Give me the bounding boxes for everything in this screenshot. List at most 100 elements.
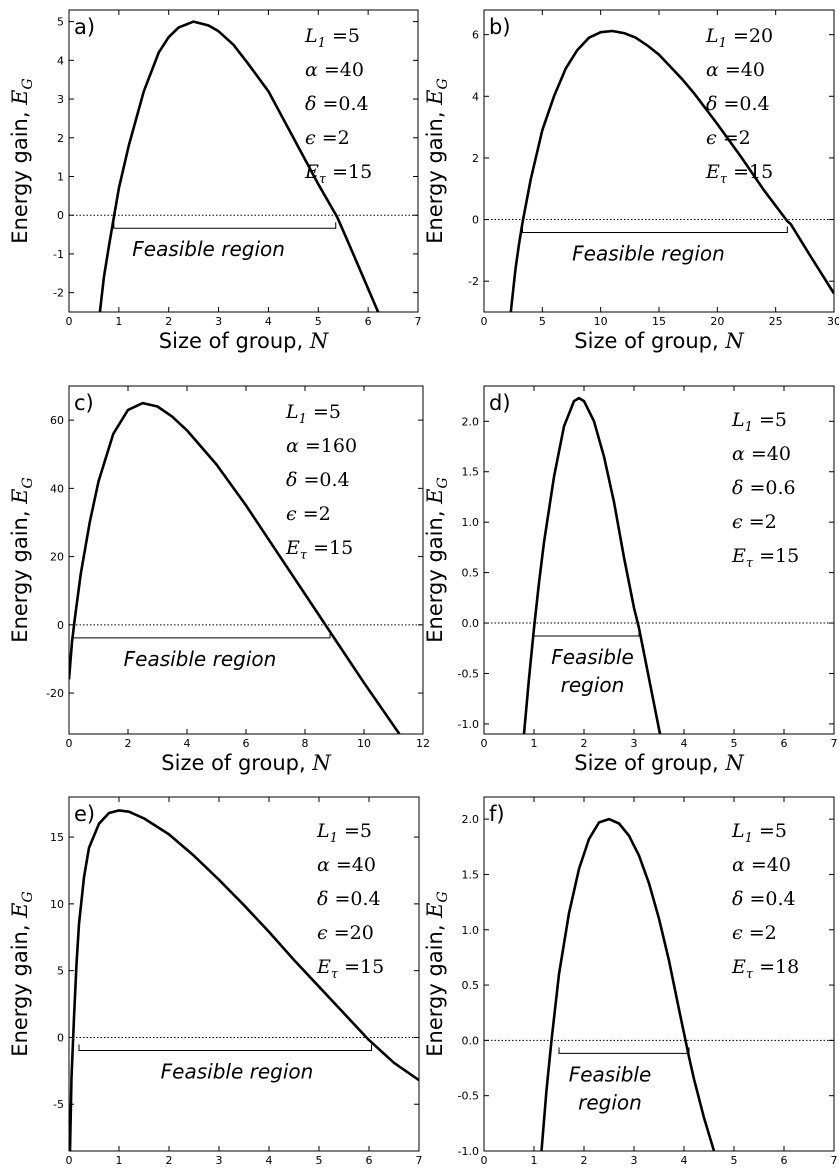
y-tick-label: 5 <box>57 965 64 978</box>
y-tick-label: 1.0 <box>462 516 480 529</box>
y-tick-label: 0 <box>57 209 64 222</box>
parameter-symbol: E <box>304 161 319 183</box>
feasible-region-label: Feasible region <box>572 242 725 266</box>
x-tick-label: 15 <box>652 315 666 328</box>
parameter-value: =2 <box>717 127 751 149</box>
parameter-symbol: α <box>732 854 745 876</box>
feasible-region-line: Feasible <box>569 1062 652 1086</box>
y-tick-label: 2.0 <box>462 813 480 826</box>
x-axis-label: Size of group, N <box>574 751 744 775</box>
feasible-region-label: Feasible region <box>132 237 285 261</box>
x-tick-label: 0 <box>66 315 73 328</box>
y-tick-label: -2 <box>53 287 64 300</box>
parameter-symbol: ϵ <box>305 127 316 149</box>
y-tick-label: 20 <box>50 551 64 564</box>
x-tick-label: 10 <box>357 737 371 750</box>
y-axis-label: Energy gain, EG <box>8 477 36 642</box>
axes-frame <box>68 796 420 1152</box>
x-tick-label: 2 <box>581 737 588 750</box>
feasible-region-line: region <box>561 673 625 697</box>
parameter-line: δ =0.4 <box>286 469 350 491</box>
y-tick-label: 0.0 <box>462 617 480 630</box>
y-tick-label: 5 <box>57 16 64 29</box>
parameter-value: =15 <box>326 161 372 183</box>
parameter-value: =5 <box>326 25 360 47</box>
y-tick-label: 40 <box>50 482 64 495</box>
parameter-value: =40 <box>745 443 791 465</box>
x-tick-label: 1 <box>116 1154 123 1167</box>
feasible-region-line: Feasible region <box>572 242 725 266</box>
parameter-symbol: α <box>732 443 745 465</box>
y-tick-label: 1.0 <box>462 924 480 937</box>
y-axis-label-text: Energy gain, <box>8 918 32 1057</box>
parameter-value: =2 <box>743 511 777 533</box>
x-tick-label: 4 <box>265 315 272 328</box>
parameter-line: α =40 <box>706 59 765 81</box>
x-tick-label: 0 <box>481 315 488 328</box>
parameter-value: =2 <box>316 127 350 149</box>
y-axis-label-var: E <box>8 902 32 918</box>
parameter-symbol: δ <box>732 888 743 910</box>
x-tick-label: 8 <box>302 737 309 750</box>
y-tick-label: 0.5 <box>462 979 480 992</box>
x-tick-label: 20 <box>710 315 724 328</box>
y-tick-label: 3 <box>57 93 64 106</box>
y-tick-label: 1.5 <box>462 466 480 479</box>
y-axis-label-sub: G <box>20 78 36 89</box>
x-tick-label: 30 <box>827 315 839 328</box>
y-axis-label-sub: G <box>435 891 451 902</box>
parameter-symbol: α <box>305 59 318 81</box>
parameter-value: =0.4 <box>328 888 380 910</box>
x-axis-label-var: N <box>309 329 329 353</box>
x-tick-label: 6 <box>781 737 788 750</box>
y-axis-label-sub: G <box>20 891 36 902</box>
feasible-region-bracket <box>72 631 331 639</box>
energy-gain-curve <box>509 29 834 312</box>
parameter-subscript: τ <box>746 967 754 982</box>
y-axis-label: Energy gain, EG <box>423 78 451 243</box>
x-axis-label: Size of group, N <box>574 329 744 353</box>
parameter-line: L1 =5 <box>285 401 341 427</box>
y-tick-label: -2 <box>468 275 479 288</box>
parameter-line: α =40 <box>305 59 364 81</box>
y-tick-label: -1.0 <box>458 1145 479 1158</box>
parameter-value: =15 <box>753 545 799 567</box>
y-axis-label-sub: G <box>435 477 451 488</box>
axes-frame <box>68 385 424 735</box>
y-tick-label: 4 <box>57 54 64 67</box>
x-tick-label: 4 <box>184 737 191 750</box>
y-tick-label: -0.5 <box>458 667 479 680</box>
parameter-symbol: E <box>731 545 746 567</box>
x-tick-label: 4 <box>266 1154 273 1167</box>
parameter-line: ϵ =2 <box>706 127 751 149</box>
parameter-line: α =40 <box>317 854 376 876</box>
y-axis-label-text: Energy gain, <box>8 105 32 244</box>
parameter-value: =160 <box>299 435 357 457</box>
x-tick-label: 3 <box>631 1154 638 1167</box>
parameter-value: =0.4 <box>717 93 769 115</box>
parameter-line: L1 =5 <box>731 820 787 846</box>
x-tick-label: 0 <box>481 737 488 750</box>
parameter-subscript: τ <box>746 556 754 571</box>
y-axis-label-text: Energy gain, <box>8 504 32 643</box>
parameter-line: ϵ =2 <box>286 503 331 525</box>
x-axis-label-var: N <box>724 751 744 775</box>
parameter-line: α =40 <box>732 854 791 876</box>
x-tick-label: 6 <box>365 315 372 328</box>
parameter-symbol: E <box>316 956 331 978</box>
x-tick-label: 6 <box>366 1154 373 1167</box>
x-tick-label: 3 <box>216 1154 223 1167</box>
parameter-line: ϵ =2 <box>732 922 777 944</box>
chart-panel-d: Feasible region 0 1 2 3 4 5 6 7 -1.0 -0.5 0.0 0.5 1.0 1… <box>423 385 838 775</box>
y-axis-label: Energy gain, EG <box>423 477 451 642</box>
x-tick-label: 2 <box>581 1154 588 1167</box>
y-tick-label: 0 <box>57 1031 64 1044</box>
feasible-region-bracket <box>558 1047 690 1054</box>
parameter-value: =15 <box>307 537 353 559</box>
x-tick-label: 1 <box>531 737 538 750</box>
y-tick-label: 0 <box>472 214 479 227</box>
feasible-region-line: Feasible region <box>132 237 285 261</box>
y-axis-label: Energy gain, EG <box>8 78 36 243</box>
